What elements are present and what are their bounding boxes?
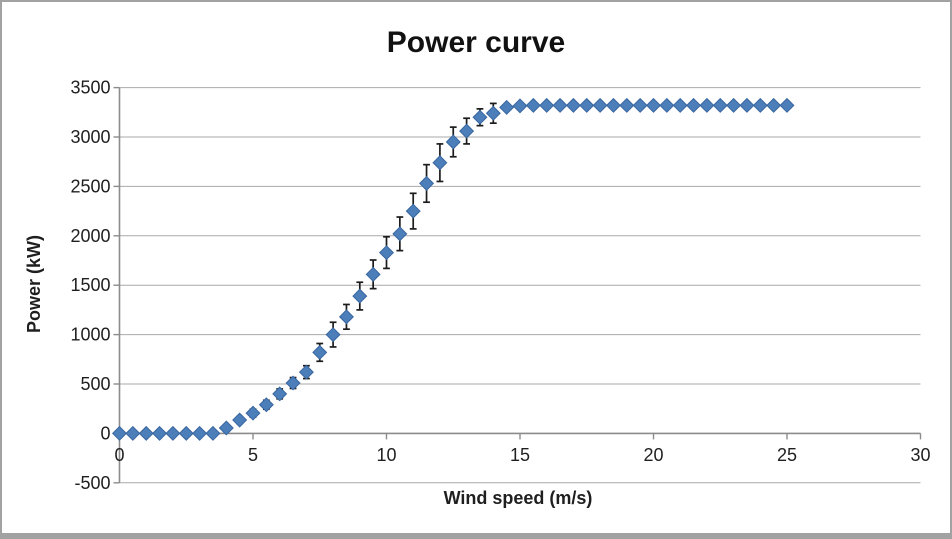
data-point-marker — [325, 327, 341, 343]
x-tick-label: 5 — [248, 445, 258, 465]
data-point-marker — [111, 425, 128, 441]
data-point-marker — [459, 123, 475, 139]
data-point-marker — [218, 420, 234, 436]
data-points — [111, 97, 795, 441]
data-point-marker — [619, 97, 635, 113]
data-point-marker — [645, 97, 662, 113]
x-tick-label: 30 — [910, 445, 930, 465]
data-point-marker — [312, 344, 328, 360]
data-point-marker — [552, 97, 568, 113]
data-point-marker — [539, 97, 555, 113]
y-tick-label: 2500 — [70, 176, 110, 196]
data-point-marker — [165, 425, 181, 441]
x-tick-label: 20 — [643, 445, 663, 465]
data-point-marker — [472, 109, 488, 125]
data-point-marker — [178, 425, 194, 441]
data-point-marker — [392, 226, 408, 242]
data-point-marker — [699, 97, 715, 113]
data-point-marker — [192, 425, 208, 441]
data-point-marker — [726, 97, 742, 113]
data-point-marker — [432, 155, 448, 171]
data-point-marker — [739, 97, 755, 113]
data-point-marker — [365, 266, 381, 282]
data-point-marker — [445, 134, 461, 150]
data-point-marker — [138, 425, 154, 441]
data-point-marker — [632, 97, 648, 113]
data-point-marker — [485, 105, 501, 121]
error-bars — [236, 102, 497, 425]
data-point-marker — [512, 98, 528, 114]
data-point-marker — [672, 97, 688, 113]
y-axis-title: Power (kW) — [24, 235, 44, 333]
x-tick-label: 15 — [510, 445, 530, 465]
data-point-marker — [378, 245, 395, 261]
data-point-marker — [352, 288, 368, 304]
data-point-marker — [405, 203, 421, 219]
data-point-marker — [605, 97, 621, 113]
data-point-marker — [258, 397, 274, 413]
data-point-marker — [525, 97, 541, 113]
chart-title: Power curve — [387, 26, 565, 59]
y-tick-label: 2000 — [70, 226, 110, 246]
y-tick-label: 3500 — [70, 78, 110, 98]
data-point-marker — [686, 97, 702, 113]
x-tick-label: 10 — [376, 445, 396, 465]
data-point-marker — [232, 412, 248, 428]
data-point-marker — [766, 97, 782, 113]
y-tick-label: 1000 — [70, 325, 110, 345]
data-point-marker — [592, 97, 608, 113]
data-point-marker — [125, 425, 141, 441]
y-tick-label: 1500 — [70, 275, 110, 295]
y-tick-label: 0 — [100, 423, 110, 443]
data-point-marker — [419, 175, 435, 191]
data-point-marker — [205, 425, 221, 441]
data-point-marker — [712, 97, 728, 113]
y-tick-label: -500 — [74, 473, 110, 493]
frame-bottom-band — [0, 533, 952, 539]
x-tick-label: 0 — [114, 445, 124, 465]
data-point-marker — [579, 97, 595, 113]
x-tick-label: 25 — [777, 445, 797, 465]
data-point-marker — [752, 97, 768, 113]
data-point-marker — [285, 375, 301, 391]
data-point-marker — [779, 97, 795, 113]
data-point-marker — [499, 99, 515, 115]
data-point-marker — [272, 386, 288, 402]
data-point-marker — [245, 405, 261, 421]
x-tick-labels: 0 5 10 15 20 25 30 — [114, 445, 930, 465]
y-tick-label: 500 — [80, 374, 110, 394]
data-point-marker — [565, 97, 581, 113]
y-tick-labels: -500 0 500 1000 1500 2000 2500 3000 3500 — [70, 78, 110, 493]
data-point-marker — [298, 364, 314, 380]
x-axis-title: Wind speed (m/s) — [444, 488, 593, 508]
data-point-marker — [338, 309, 354, 325]
data-point-marker — [152, 425, 168, 441]
y-tick-label: 3000 — [70, 127, 110, 147]
data-point-marker — [659, 97, 675, 113]
